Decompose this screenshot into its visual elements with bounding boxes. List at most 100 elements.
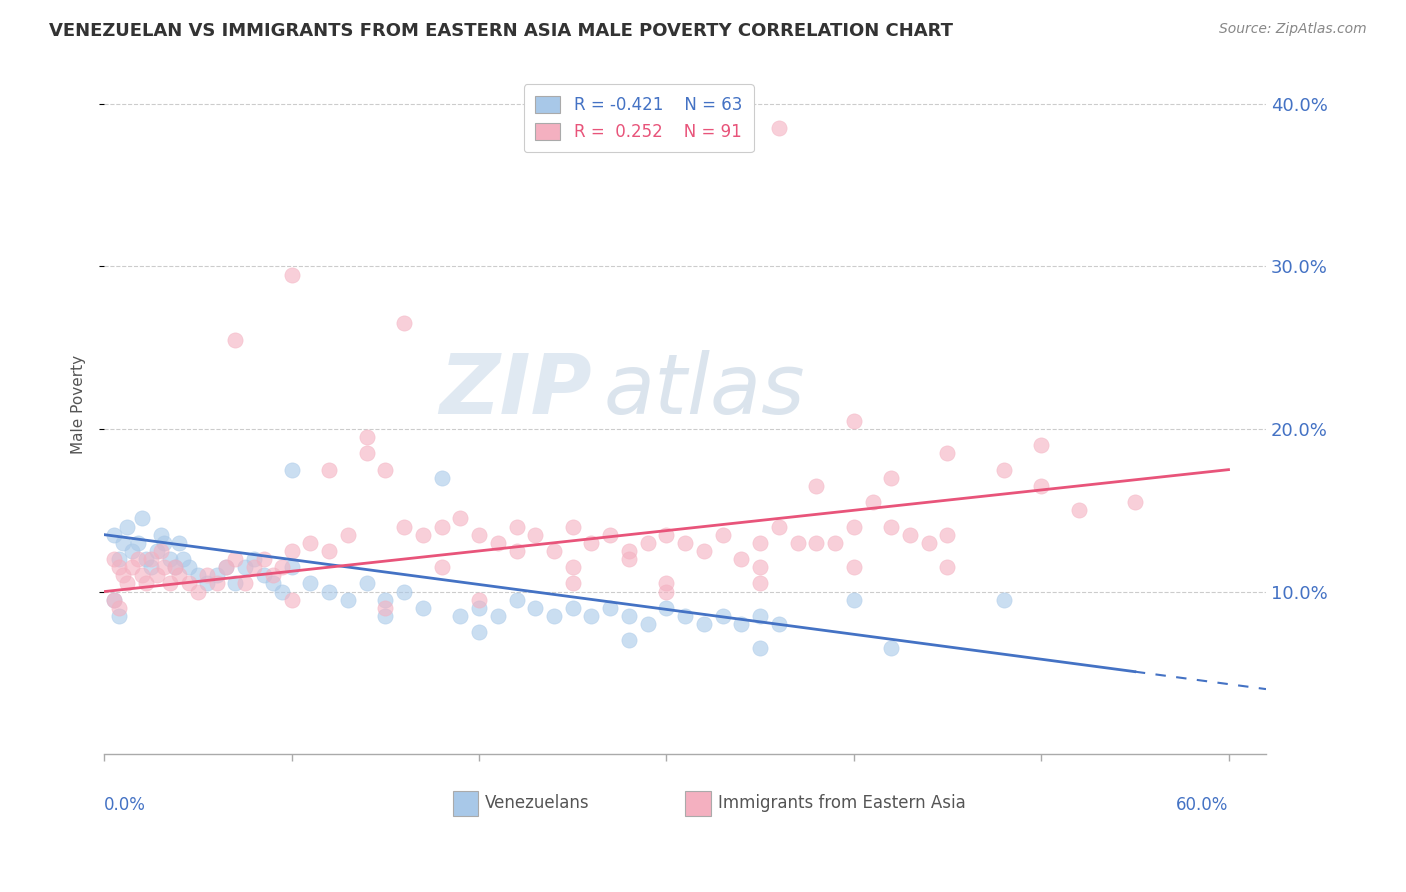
Point bbox=[768, 617, 790, 632]
Point bbox=[374, 463, 396, 477]
Point bbox=[177, 560, 200, 574]
Point bbox=[165, 560, 187, 574]
Point bbox=[561, 600, 583, 615]
Point bbox=[134, 576, 156, 591]
Point bbox=[617, 552, 640, 566]
Point bbox=[356, 576, 378, 591]
Point bbox=[505, 519, 527, 533]
Point bbox=[468, 625, 491, 640]
Point bbox=[318, 463, 340, 477]
Point bbox=[842, 560, 865, 574]
Point bbox=[159, 552, 181, 566]
Point bbox=[187, 584, 209, 599]
Point bbox=[768, 519, 790, 533]
Point bbox=[103, 592, 125, 607]
Point bbox=[195, 576, 218, 591]
Point bbox=[749, 641, 772, 656]
Point bbox=[468, 527, 491, 541]
Point bbox=[936, 527, 959, 541]
Point bbox=[153, 560, 176, 574]
Point bbox=[215, 560, 238, 574]
Point bbox=[430, 560, 453, 574]
Point bbox=[524, 600, 547, 615]
Point bbox=[880, 471, 903, 485]
Point bbox=[131, 568, 153, 582]
Point bbox=[224, 333, 246, 347]
Point bbox=[271, 560, 294, 574]
Point bbox=[280, 592, 302, 607]
Point bbox=[693, 617, 716, 632]
Point bbox=[449, 609, 471, 624]
Point bbox=[993, 592, 1015, 607]
Point bbox=[299, 536, 322, 550]
Point bbox=[673, 609, 696, 624]
Point bbox=[121, 544, 143, 558]
Point bbox=[243, 560, 266, 574]
Legend: R = -0.421    N = 63, R =  0.252    N = 91: R = -0.421 N = 63, R = 0.252 N = 91 bbox=[523, 85, 754, 153]
Point bbox=[172, 552, 194, 566]
Point bbox=[730, 617, 752, 632]
Point bbox=[749, 576, 772, 591]
Point bbox=[862, 495, 884, 509]
Point bbox=[145, 544, 167, 558]
Point bbox=[749, 609, 772, 624]
Point bbox=[280, 544, 302, 558]
Point bbox=[374, 609, 396, 624]
Point bbox=[468, 600, 491, 615]
Point bbox=[637, 536, 659, 550]
Point bbox=[655, 584, 678, 599]
Point bbox=[139, 552, 162, 566]
Bar bbox=[453, 791, 478, 815]
Point bbox=[561, 560, 583, 574]
Point bbox=[127, 552, 149, 566]
Point bbox=[486, 609, 509, 624]
Point bbox=[195, 568, 218, 582]
Point bbox=[356, 430, 378, 444]
Point bbox=[115, 576, 138, 591]
Point bbox=[112, 536, 135, 550]
Y-axis label: Male Poverty: Male Poverty bbox=[72, 355, 86, 454]
Point bbox=[1067, 503, 1090, 517]
Point bbox=[121, 560, 143, 574]
Point bbox=[599, 600, 621, 615]
Point bbox=[505, 592, 527, 607]
Bar bbox=[685, 791, 710, 815]
Point bbox=[749, 560, 772, 574]
Point bbox=[561, 576, 583, 591]
Point bbox=[299, 576, 322, 591]
Point bbox=[1123, 495, 1146, 509]
Point bbox=[280, 463, 302, 477]
Point bbox=[581, 609, 603, 624]
Point bbox=[187, 568, 209, 582]
Point bbox=[108, 609, 131, 624]
Point bbox=[115, 519, 138, 533]
Point bbox=[655, 576, 678, 591]
Point bbox=[655, 527, 678, 541]
Point bbox=[262, 568, 284, 582]
Text: 60.0%: 60.0% bbox=[1177, 796, 1229, 814]
Point bbox=[224, 576, 246, 591]
Text: Immigrants from Eastern Asia: Immigrants from Eastern Asia bbox=[717, 794, 966, 812]
Point bbox=[617, 544, 640, 558]
Point bbox=[617, 609, 640, 624]
Point bbox=[842, 592, 865, 607]
Point bbox=[233, 576, 256, 591]
Point bbox=[177, 576, 200, 591]
Point bbox=[599, 527, 621, 541]
Point bbox=[108, 600, 131, 615]
Point bbox=[936, 560, 959, 574]
Point bbox=[486, 536, 509, 550]
Point bbox=[233, 560, 256, 574]
Text: 0.0%: 0.0% bbox=[104, 796, 146, 814]
Point bbox=[131, 511, 153, 525]
Point bbox=[412, 527, 434, 541]
Point bbox=[392, 317, 415, 331]
Text: Source: ZipAtlas.com: Source: ZipAtlas.com bbox=[1219, 22, 1367, 37]
Point bbox=[224, 552, 246, 566]
Point bbox=[336, 592, 359, 607]
Point bbox=[749, 536, 772, 550]
Point bbox=[898, 527, 921, 541]
Point bbox=[412, 600, 434, 615]
Point bbox=[139, 560, 162, 574]
Point bbox=[262, 576, 284, 591]
